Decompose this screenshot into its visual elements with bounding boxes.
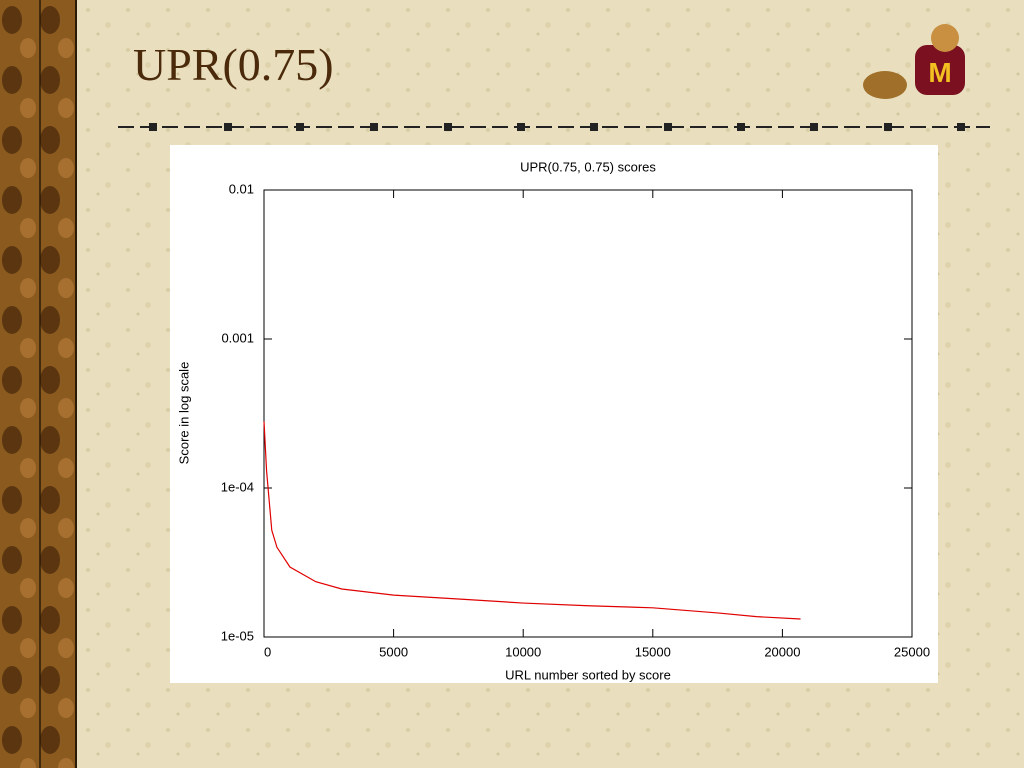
x-tick-label: 10000 (505, 644, 541, 659)
x-tick-label: 5000 (379, 644, 408, 659)
side-strip (0, 0, 77, 768)
x-tick-label: 15000 (635, 644, 671, 659)
y-axis-label: Score in log scale (176, 362, 191, 465)
x-tick-label: 0 (264, 644, 271, 659)
y-tick-label: 1e-04 (221, 479, 254, 494)
svg-text:M: M (928, 57, 951, 88)
chart-title: UPR(0.75, 0.75) scores (520, 159, 656, 174)
chart-area (170, 145, 938, 683)
x-axis-label: URL number sorted by score (505, 667, 671, 682)
divider-dots (149, 123, 965, 131)
data-line (263, 421, 801, 620)
slide-title: UPR(0.75) (133, 39, 334, 90)
y-tick-label: 1e-05 (221, 628, 254, 643)
y-tick-label: 0.001 (221, 330, 254, 345)
x-tick-label: 20000 (764, 644, 800, 659)
x-tick-label: 25000 (894, 644, 930, 659)
y-tick-label: 0.01 (229, 181, 254, 196)
mascot: M (863, 24, 965, 99)
plot-frame (263, 189, 913, 638)
